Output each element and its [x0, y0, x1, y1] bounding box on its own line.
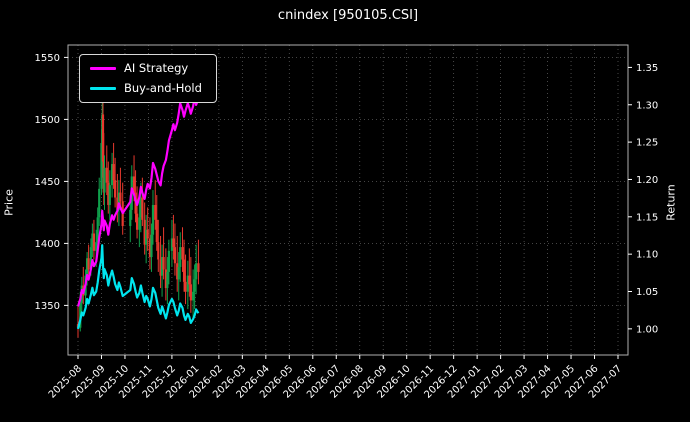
- svg-text:1.35: 1.35: [636, 63, 658, 74]
- svg-text:1.05: 1.05: [636, 287, 658, 298]
- buy-and-hold-label: Buy-and-Hold: [124, 80, 202, 95]
- svg-text:1500: 1500: [35, 115, 60, 126]
- buy-and-hold-line-swatch: [90, 86, 116, 90]
- svg-text:1350: 1350: [35, 301, 60, 312]
- svg-text:1400: 1400: [35, 239, 60, 250]
- svg-text:1.20: 1.20: [636, 175, 658, 186]
- legend-item-ai-strategy: AI Strategy: [90, 61, 202, 75]
- svg-text:1.00: 1.00: [636, 324, 658, 335]
- svg-text:1.30: 1.30: [636, 100, 658, 111]
- legend-item-buy-and-hold: Buy-and-Hold: [90, 80, 202, 95]
- ai-strategy-line-swatch: [90, 67, 116, 71]
- svg-text:1550: 1550: [35, 53, 60, 64]
- ai-strategy-label: AI Strategy: [124, 61, 189, 75]
- svg-text:1.15: 1.15: [636, 212, 658, 223]
- svg-text:1450: 1450: [35, 177, 60, 188]
- svg-text:1.10: 1.10: [636, 250, 658, 261]
- chart-title: cnindex [950105.CSI]: [277, 8, 419, 23]
- legend: AI Strategy Buy-and-Hold: [79, 54, 217, 103]
- svg-text:1.25: 1.25: [636, 138, 658, 149]
